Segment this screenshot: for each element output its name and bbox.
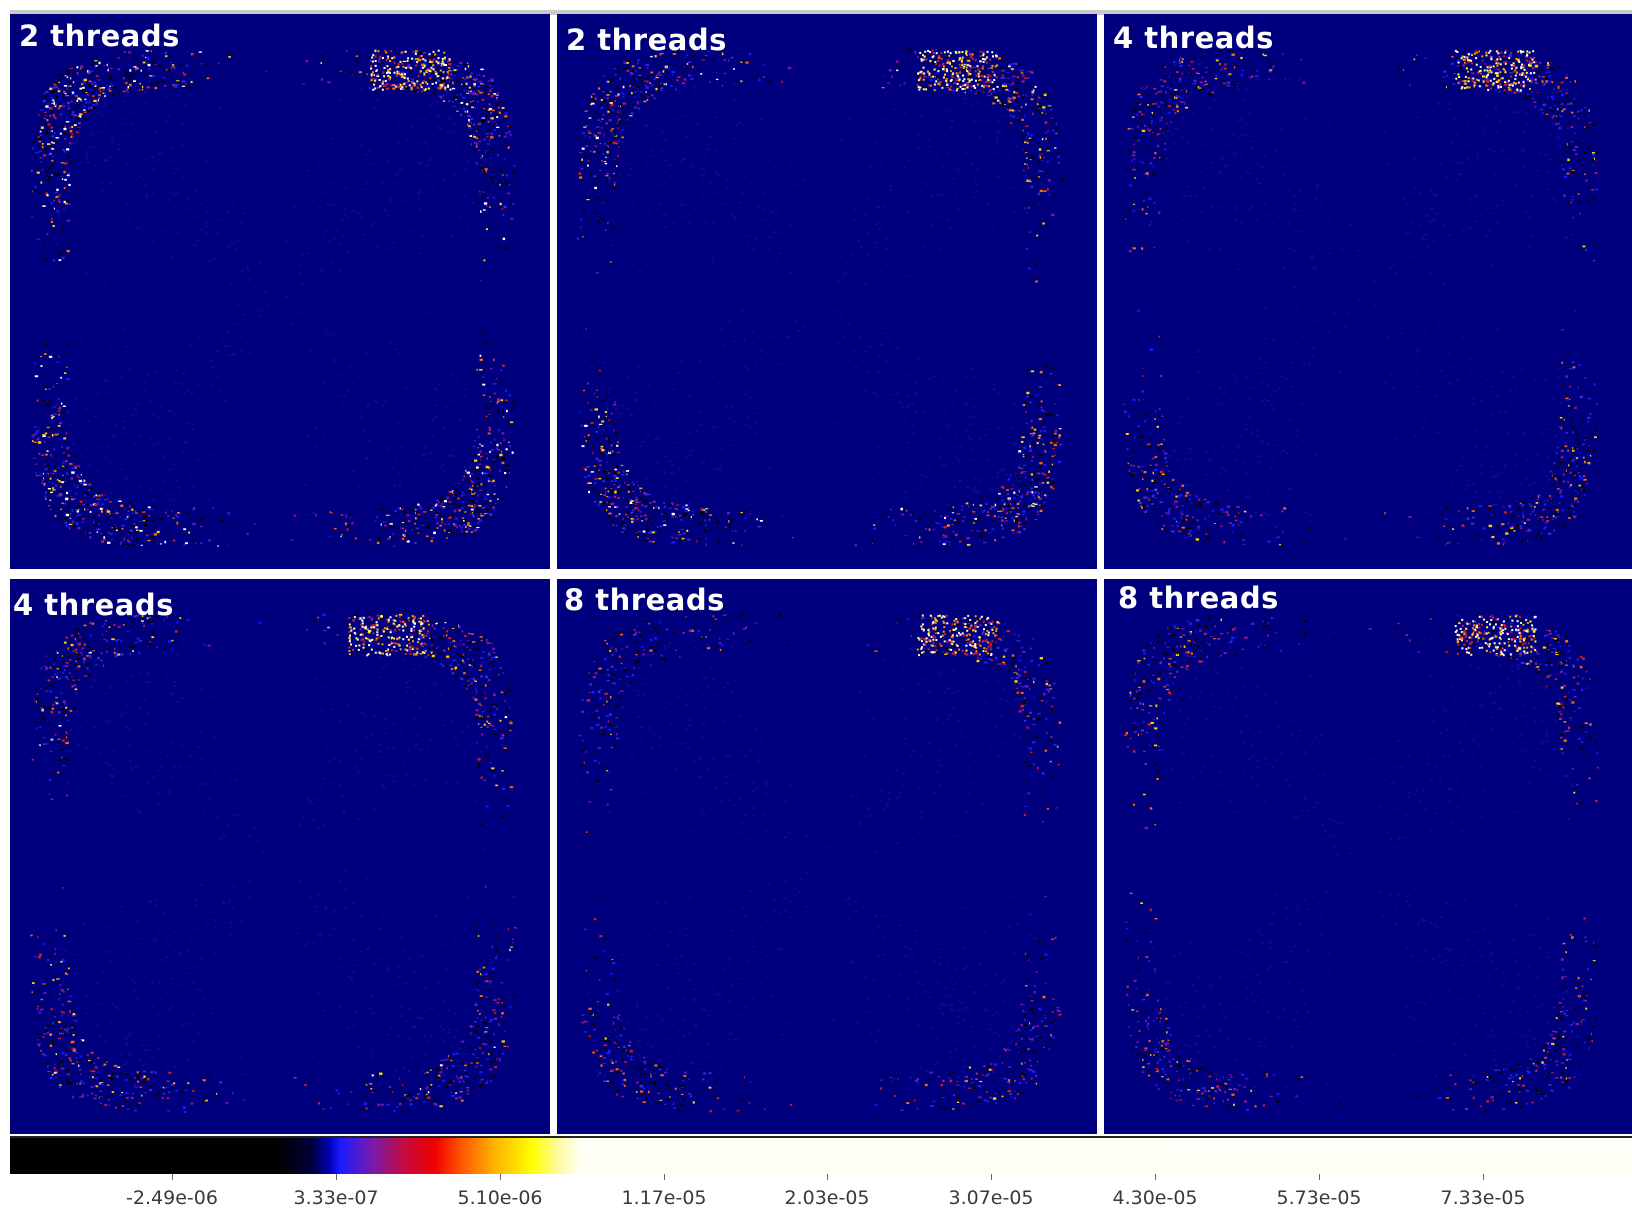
colorbar-border	[10, 1136, 1632, 1138]
noise-speckles	[576, 48, 1064, 548]
map-panel: 4 threads	[10, 579, 550, 1134]
colorbar-tick	[172, 1174, 173, 1180]
map-noise-plot	[576, 48, 1064, 548]
colorbar	[10, 1138, 1632, 1174]
map-noise-plot	[578, 613, 1062, 1113]
colorbar-tick-label: 3.33e-07	[293, 1187, 379, 1209]
colorbar-tick	[500, 1174, 501, 1180]
colorbar-tick-label: 3.07e-05	[948, 1187, 1034, 1209]
colorbar-tick-label: 5.10e-06	[457, 1187, 543, 1209]
colorbar-tick	[1319, 1174, 1320, 1180]
map-noise-plot	[31, 49, 516, 549]
panel-title: 4 threads	[13, 588, 174, 622]
map-panel: 2 threads	[10, 14, 550, 569]
colorbar-tick	[664, 1174, 665, 1180]
map-panel: 8 threads	[1104, 579, 1632, 1134]
top-border	[10, 10, 1632, 15]
noise-speckles	[578, 613, 1062, 1113]
panel-title: 8 threads	[1118, 581, 1279, 615]
panel-title: 4 threads	[1113, 21, 1274, 55]
colorbar-tick-label: 7.33e-05	[1440, 1187, 1526, 1209]
colorbar-tick	[336, 1174, 337, 1180]
noise-speckles	[1123, 49, 1598, 546]
map-panel: 2 threads	[557, 14, 1097, 569]
map-panel: 8 threads	[557, 579, 1097, 1134]
colorbar-tick-label: 5.73e-05	[1276, 1187, 1362, 1209]
colorbar-tick	[827, 1174, 828, 1180]
colorbar-tick-label: -2.49e-06	[126, 1187, 218, 1209]
noise-speckles	[1124, 614, 1599, 1112]
colorbar-tick-label: 1.17e-05	[621, 1187, 707, 1209]
map-panel: 4 threads	[1104, 14, 1632, 569]
colorbar-tick-label: 4.30e-05	[1112, 1187, 1198, 1209]
colorbar-tick	[1483, 1174, 1484, 1180]
noise-speckles	[30, 613, 517, 1113]
colorbar-tick	[1155, 1174, 1156, 1180]
map-noise-plot	[30, 613, 517, 1113]
noise-speckles	[31, 49, 516, 549]
map-noise-plot	[1123, 49, 1598, 546]
colorbar-tick	[991, 1174, 992, 1180]
panel-title: 2 threads	[19, 19, 180, 53]
colorbar-tick-label: 2.03e-05	[784, 1187, 870, 1209]
panel-title: 2 threads	[566, 23, 727, 57]
panel-title: 8 threads	[564, 583, 725, 617]
map-noise-plot	[1124, 614, 1599, 1112]
